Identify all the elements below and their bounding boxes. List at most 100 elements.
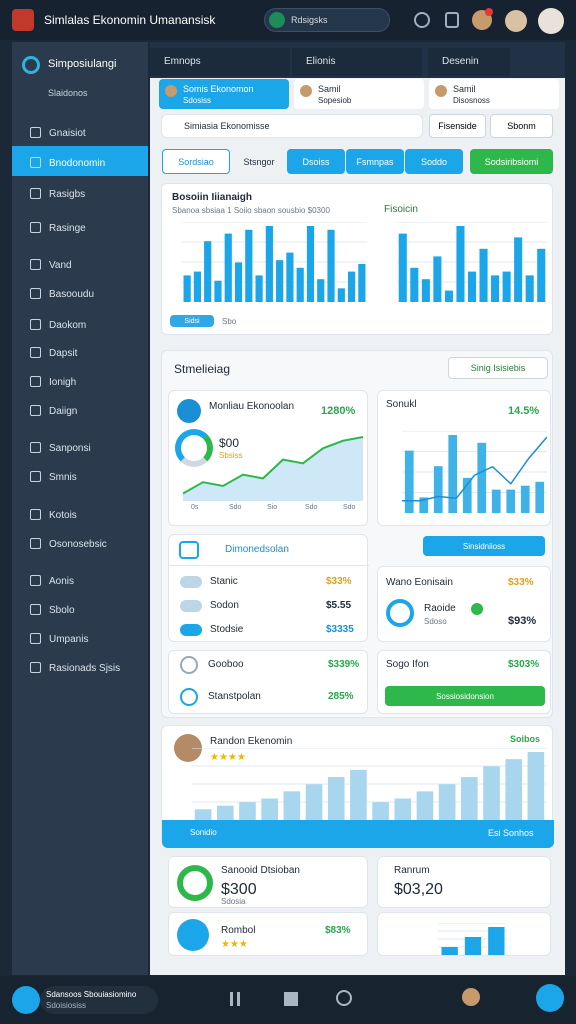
sidebar-item[interactable]: Basooudu: [49, 289, 95, 300]
side-button[interactable]: Sinsidniioss: [423, 536, 545, 556]
filter-button[interactable]: Fisenside: [429, 114, 486, 138]
bar: [296, 267, 304, 302]
action-button[interactable]: Soddo: [405, 149, 463, 174]
info-card: Sogo Ifon $303% Sossiosidonsion: [377, 650, 551, 714]
row-label: Stanstpolan: [208, 691, 261, 702]
toggle[interactable]: [180, 576, 202, 588]
bar: [467, 271, 477, 302]
footer-icon[interactable]: [12, 986, 40, 1014]
sidebar-icon: [30, 157, 41, 168]
sidebar-item[interactable]: Rasinge: [49, 223, 86, 234]
bar: [416, 791, 434, 820]
bar: [441, 947, 458, 955]
icon[interactable]: [230, 992, 240, 1006]
avatar[interactable]: [462, 988, 480, 1006]
bar: [183, 275, 191, 302]
sidebar-icon: [30, 471, 41, 482]
icon[interactable]: [445, 12, 459, 28]
rating: ★★★★: [210, 752, 246, 763]
sidebar-item[interactable]: Rasigbs: [49, 189, 86, 200]
side-title: Wano Eonisain: [386, 577, 453, 588]
bar: [204, 241, 212, 302]
action-button[interactable]: Fsmnpas: [346, 149, 404, 174]
sidebar-item[interactable]: Gnaisiot: [49, 128, 86, 139]
avatar[interactable]: [505, 10, 527, 32]
x-tick-label: Sio: [267, 504, 277, 511]
section-button[interactable]: Sinig Isisiebis: [448, 357, 548, 379]
bar: [234, 262, 243, 302]
subtab[interactable]: [159, 79, 289, 109]
icon: [179, 541, 199, 559]
icon[interactable]: [336, 990, 352, 1006]
info-button[interactable]: Sossiosidonsion: [385, 686, 545, 706]
sidebar-item[interactable]: Kotois: [49, 510, 77, 521]
toggle[interactable]: [180, 600, 202, 612]
line-chart: 0s Sdo Sio Sdo Sdo: [183, 436, 363, 511]
tab[interactable]: [150, 48, 290, 76]
sidebar-item[interactable]: Bnodonomin: [49, 158, 106, 169]
bar: [421, 279, 430, 302]
sidebar-item[interactable]: Osonosebsic: [49, 539, 107, 550]
bar: [514, 237, 523, 302]
line: [183, 436, 363, 495]
footer-title: Sdansoos Sbouiasiomino: [46, 990, 137, 999]
toggle[interactable]: [180, 624, 202, 636]
sidebar-subtitle: Slaidonos: [48, 88, 88, 98]
search-box[interactable]: Simiasia Ekonomisse: [161, 114, 423, 138]
sidebar-item[interactable]: Umpanis: [49, 634, 89, 645]
icon[interactable]: [414, 12, 430, 28]
sidebar-item[interactable]: Daokom: [49, 320, 87, 331]
bottom-card: Rombol ★★★ $83%: [168, 912, 368, 956]
subtab[interactable]: [429, 79, 559, 109]
bar: [491, 275, 500, 302]
bar: [305, 784, 323, 820]
bar: [444, 290, 453, 302]
bar: [216, 805, 234, 820]
bottom-value: $300: [221, 881, 257, 898]
side-value: $93%: [508, 615, 537, 627]
subtab[interactable]: [294, 79, 424, 109]
action-button[interactable]: Dsoiss: [287, 149, 345, 174]
avatar[interactable]: [538, 8, 564, 34]
sidebar-item[interactable]: Sanponsi: [49, 443, 91, 454]
bar: [527, 752, 545, 820]
tab[interactable]: [428, 48, 510, 76]
footer-pill[interactable]: Sdansoos Sbouiasiomino Sdoisiosiss: [40, 986, 158, 1014]
bar: [462, 477, 472, 513]
ring: [386, 599, 414, 627]
action-button[interactable]: Sordsiao: [162, 149, 230, 174]
sidebar-item[interactable]: Sbolo: [49, 605, 75, 616]
legend-item[interactable]: Sidsi: [170, 315, 214, 327]
sidebar-item[interactable]: Aonis: [49, 576, 75, 587]
action-button[interactable]: Stsngor: [243, 156, 275, 167]
tab[interactable]: [292, 48, 422, 76]
bar: [317, 279, 325, 302]
action-button[interactable]: Sodsiribsiomi: [470, 149, 553, 174]
subtab-subtitle: Disosnoss: [453, 96, 490, 105]
sidebar-item[interactable]: Dapsit: [49, 348, 78, 359]
trend-bar[interactable]: Sonidio Esi Sonhos: [162, 820, 554, 848]
bottom-title: Ranrum: [394, 865, 430, 876]
avatar[interactable]: [536, 984, 564, 1012]
sidebar-item[interactable]: Daiign: [49, 406, 78, 417]
subtab-title: Samil: [453, 84, 476, 94]
trend-bar-right: Esi Sonhos: [488, 828, 534, 838]
bar: [479, 248, 488, 302]
sidebar-item[interactable]: Vand: [49, 260, 72, 271]
sidebar-item[interactable]: Smnis: [49, 472, 77, 483]
bar: [537, 248, 546, 302]
icon[interactable]: [284, 992, 298, 1006]
search-button[interactable]: Sbonm: [490, 114, 553, 138]
search-pill[interactable]: Rdsigsks: [264, 8, 390, 32]
bottom-card: [377, 912, 551, 956]
top-bar: Simlalas Ekonomin Umanansisk Rdsigsks: [0, 0, 576, 40]
bar: [419, 497, 429, 513]
sidebar-icon: [30, 509, 41, 520]
bar: [502, 271, 511, 302]
sidebar-icon: [30, 188, 41, 199]
sidebar-item[interactable]: Rasionads Sjsis: [49, 663, 121, 674]
subtab-subtitle: Sdosiss: [183, 96, 212, 105]
sidebar-item[interactable]: Ionigh: [49, 377, 77, 388]
ring: [177, 865, 213, 901]
